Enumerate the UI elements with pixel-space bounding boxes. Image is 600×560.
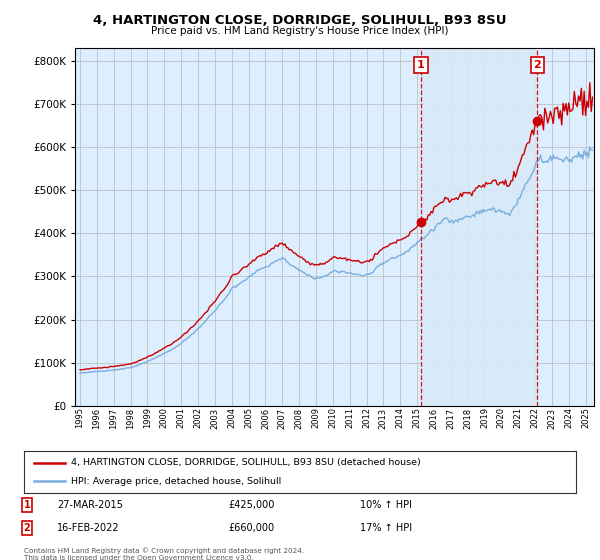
Text: Price paid vs. HM Land Registry's House Price Index (HPI): Price paid vs. HM Land Registry's House …	[151, 26, 449, 36]
Text: 16-FEB-2022: 16-FEB-2022	[57, 523, 119, 533]
Text: Contains HM Land Registry data © Crown copyright and database right 2024.
This d: Contains HM Land Registry data © Crown c…	[24, 548, 304, 560]
Text: £660,000: £660,000	[228, 523, 274, 533]
Text: 10% ↑ HPI: 10% ↑ HPI	[360, 500, 412, 510]
Text: 27-MAR-2015: 27-MAR-2015	[57, 500, 123, 510]
Text: 4, HARTINGTON CLOSE, DORRIDGE, SOLIHULL, B93 8SU (detached house): 4, HARTINGTON CLOSE, DORRIDGE, SOLIHULL,…	[71, 458, 421, 467]
Text: 4, HARTINGTON CLOSE, DORRIDGE, SOLIHULL, B93 8SU: 4, HARTINGTON CLOSE, DORRIDGE, SOLIHULL,…	[93, 14, 507, 27]
Text: 2: 2	[533, 60, 541, 70]
Text: 1: 1	[23, 500, 31, 510]
Text: 17% ↑ HPI: 17% ↑ HPI	[360, 523, 412, 533]
Bar	[421, 48, 537, 406]
Text: 2: 2	[23, 523, 31, 533]
Text: £425,000: £425,000	[228, 500, 274, 510]
Text: 1: 1	[417, 60, 425, 70]
Text: HPI: Average price, detached house, Solihull: HPI: Average price, detached house, Soli…	[71, 477, 281, 486]
